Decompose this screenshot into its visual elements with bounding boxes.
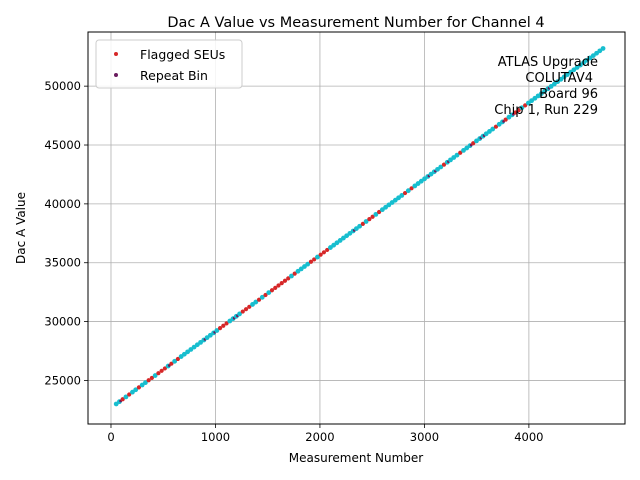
- x-axis-label: Measurement Number: [289, 451, 423, 465]
- point-flagged-seu: [175, 356, 180, 362]
- data-points: [113, 46, 606, 407]
- point-flagged-seu: [523, 103, 528, 108]
- annotation-line-4: Chip 1, Run 229: [494, 103, 598, 118]
- chart-title: Dac A Value vs Measurement Number for Ch…: [167, 15, 544, 31]
- x-tick-label: 3000: [410, 430, 439, 444]
- point-measurement: [259, 294, 265, 300]
- point-flagged-seu: [156, 371, 161, 376]
- y-tick-label: 30000: [44, 315, 81, 329]
- point-flagged-seu: [321, 250, 327, 255]
- legend-box: [95, 39, 243, 89]
- annotation-line-1: ATLAS Upgrade: [498, 55, 598, 70]
- point-measurement: [405, 188, 411, 194]
- plot-frame: [87, 31, 626, 425]
- point-measurement: [315, 254, 320, 260]
- point-flagged-seu: [263, 292, 268, 298]
- point-flagged-seu: [503, 117, 508, 122]
- point-flagged-seu: [471, 141, 476, 146]
- legend-marker-flagged-seus: [114, 52, 118, 56]
- x-tick-label: 1000: [201, 430, 230, 444]
- point-flagged-seu: [120, 397, 125, 402]
- point-flagged-seu: [282, 278, 288, 283]
- point-measurement: [123, 394, 129, 400]
- point-measurement: [363, 219, 369, 224]
- point-flagged-seu: [169, 361, 174, 366]
- point-flagged-seu: [247, 304, 252, 309]
- point-measurement: [438, 164, 444, 170]
- point-measurement: [214, 328, 220, 333]
- point-flagged-seu: [159, 368, 164, 373]
- point-flagged-seu: [127, 392, 132, 397]
- point-flagged-seu: [409, 186, 414, 191]
- axis-ticks: 0 1000 2000 3000 4000 25000 30000 35000 40000 450…: [44, 79, 543, 444]
- y-tick-label: 50000: [44, 79, 81, 93]
- point-flagged-seu: [240, 309, 245, 314]
- point-flagged-seu: [149, 375, 155, 381]
- point-flagged-seu: [402, 190, 408, 196]
- point-flagged-seu: [312, 257, 317, 262]
- point-flagged-seu: [493, 124, 499, 129]
- point-flagged-seu: [276, 283, 281, 288]
- point-flagged-seu: [136, 385, 142, 390]
- x-tick-label: 0: [107, 430, 114, 444]
- annotation-line-3: Board 96: [539, 87, 598, 102]
- y-tick-label: 40000: [44, 197, 81, 211]
- legend-label-repeat-bin: Repeat Bin: [140, 68, 208, 83]
- point-flagged-seu: [162, 366, 167, 371]
- point-flagged-seu: [146, 378, 151, 383]
- point-flagged-seu: [318, 252, 323, 257]
- point-measurement: [305, 261, 311, 267]
- point-flagged-seu: [513, 110, 518, 115]
- legend-marker-repeat-bin: [114, 73, 118, 77]
- point-measurement: [266, 290, 272, 295]
- point-flagged-seu: [458, 150, 463, 155]
- point-flagged-seu: [286, 276, 291, 281]
- point-measurement: [490, 126, 496, 132]
- y-axis-label: Dac A Value: [14, 192, 28, 264]
- point-flagged-seu: [243, 307, 249, 312]
- point-flagged-seu: [360, 221, 365, 226]
- point-measurement: [373, 211, 379, 217]
- point-flagged-seu: [377, 209, 382, 215]
- point-flagged-seu: [308, 259, 314, 264]
- legend-label-flagged-seus: Flagged SEUs: [140, 47, 225, 62]
- point-flagged-seu: [441, 162, 447, 167]
- point-flagged-seu: [273, 285, 278, 290]
- point-flagged-seu: [292, 271, 297, 276]
- point-flagged-seu: [279, 281, 284, 286]
- x-tick-label: 4000: [514, 430, 543, 444]
- point-measurement: [133, 387, 139, 393]
- point-measurement: [237, 311, 242, 317]
- y-tick-label: 25000: [44, 373, 81, 387]
- grid: [88, 32, 625, 424]
- annotation-block: ATLAS Upgrade COLUTAV4 Board 96 Chip 1, …: [494, 55, 598, 118]
- point-flagged-seu: [367, 217, 372, 222]
- point-flagged-seu: [256, 297, 262, 302]
- point-flagged-seu: [269, 288, 275, 293]
- point-flagged-seu: [224, 321, 229, 326]
- point-flagged-seu: [516, 108, 521, 113]
- point-measurement: [143, 380, 148, 386]
- point-measurement: [519, 105, 525, 111]
- point-measurement: [357, 223, 363, 229]
- point-measurement: [172, 358, 178, 364]
- annotation-line-2: COLUTAV4: [525, 71, 593, 86]
- legend: Flagged SEUs Repeat Bin: [95, 39, 243, 89]
- x-tick-label: 2000: [305, 430, 334, 444]
- point-measurement: [600, 46, 606, 51]
- point-flagged-seu: [325, 247, 330, 253]
- point-measurement: [152, 373, 158, 378]
- point-measurement: [399, 193, 405, 198]
- y-tick-label: 45000: [44, 138, 81, 152]
- y-tick-label: 35000: [44, 256, 81, 270]
- point-measurement: [253, 299, 259, 305]
- point-flagged-seu: [221, 323, 226, 328]
- point-measurement: [454, 152, 460, 158]
- point-measurement: [289, 273, 294, 279]
- point-flagged-seu: [370, 214, 375, 219]
- point-flagged-seu: [217, 326, 223, 331]
